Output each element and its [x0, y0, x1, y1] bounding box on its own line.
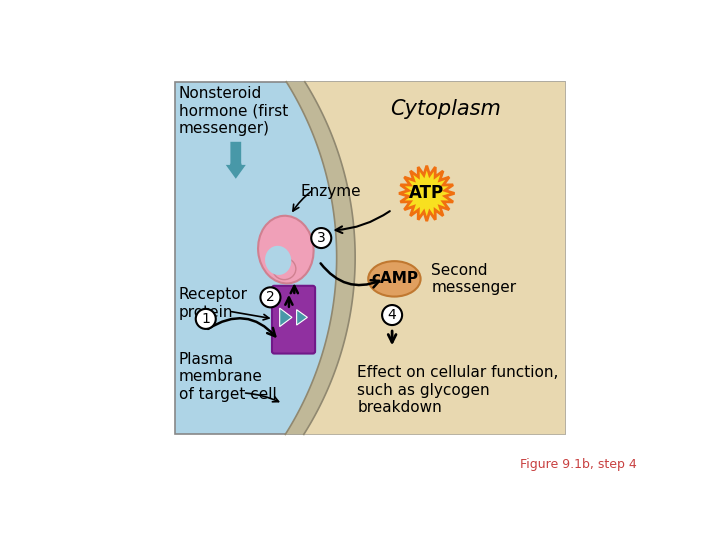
Text: ATP: ATP	[409, 184, 444, 202]
Ellipse shape	[273, 258, 296, 280]
FancyBboxPatch shape	[272, 286, 315, 354]
Text: Cytoplasm: Cytoplasm	[390, 99, 501, 119]
FancyArrowPatch shape	[232, 312, 269, 320]
Circle shape	[311, 228, 331, 248]
Text: cAMP: cAMP	[371, 272, 418, 286]
Ellipse shape	[368, 261, 420, 296]
Text: Enzyme: Enzyme	[300, 184, 361, 199]
FancyArrowPatch shape	[246, 393, 279, 402]
Text: Nonsteroid
hormone (first
messenger): Nonsteroid hormone (first messenger)	[179, 86, 288, 136]
Text: 3: 3	[317, 231, 325, 245]
Text: Effect on cellular function,
such as glycogen
breakdown: Effect on cellular function, such as gly…	[357, 365, 559, 415]
Circle shape	[382, 305, 402, 325]
Ellipse shape	[265, 246, 292, 275]
Polygon shape	[279, 308, 292, 327]
FancyArrowPatch shape	[320, 264, 379, 287]
Polygon shape	[399, 166, 454, 221]
Circle shape	[196, 309, 216, 329]
Text: Receptor
protein: Receptor protein	[179, 287, 248, 320]
Text: 1: 1	[202, 312, 210, 326]
Text: Second
messenger: Second messenger	[431, 262, 516, 295]
FancyArrowPatch shape	[293, 191, 311, 211]
Polygon shape	[297, 309, 307, 325]
FancyArrowPatch shape	[208, 318, 275, 336]
Ellipse shape	[258, 216, 314, 284]
FancyBboxPatch shape	[175, 82, 565, 434]
FancyArrow shape	[226, 142, 246, 179]
Text: 4: 4	[388, 308, 397, 322]
Text: Figure 9.1b, step 4: Figure 9.1b, step 4	[521, 458, 637, 471]
Text: 2: 2	[266, 291, 275, 305]
Circle shape	[261, 287, 281, 307]
Text: Plasma
membrane
of target cell: Plasma membrane of target cell	[179, 352, 276, 402]
FancyArrowPatch shape	[336, 211, 390, 233]
